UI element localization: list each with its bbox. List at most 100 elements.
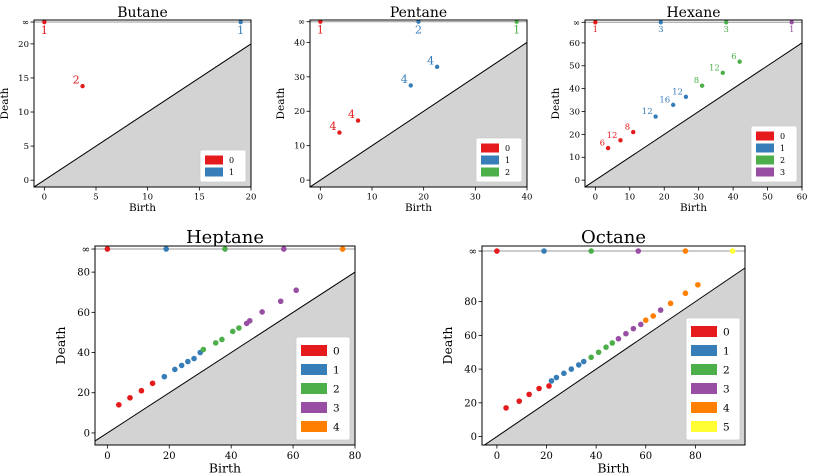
x-tick-label: 10: [142, 193, 153, 203]
y-tick-label: 10: [294, 142, 305, 152]
y-tick-label: 60: [464, 331, 477, 342]
axes-frame: [584, 19, 803, 188]
legend-label: 2: [505, 168, 510, 177]
y-axis-label: Death: [0, 87, 11, 119]
legend-label: 3: [723, 383, 730, 395]
point-label: 1: [789, 25, 794, 35]
point-label: 12: [607, 131, 618, 141]
plot-area: [482, 248, 745, 445]
point-dim0: [593, 20, 598, 25]
point-dim0: [631, 129, 636, 135]
point-dim0: [526, 391, 532, 398]
y-tick-label-infinity: ∞: [469, 247, 477, 258]
y-tick-label: 20: [569, 130, 580, 140]
plot-area: [310, 20, 527, 187]
y-axis-label: Death: [53, 327, 68, 365]
point-dim3: [657, 307, 664, 313]
legend-label: 0: [780, 132, 785, 141]
point-dim1: [561, 370, 567, 377]
x-axis-label: Birth: [597, 461, 629, 475]
point-label: 12: [672, 87, 683, 97]
point-dim0: [127, 394, 133, 401]
point-dim0: [138, 387, 145, 394]
plot-area: [585, 20, 802, 187]
point-label: 4: [401, 73, 408, 86]
point-dim2: [699, 83, 705, 88]
x-tick-label: 5: [93, 193, 98, 203]
legend-swatch: [301, 421, 327, 432]
y-axis-label: Death: [275, 87, 287, 119]
y-tick-label-infinity: ∞: [82, 245, 90, 256]
x-tick-label: 0: [318, 193, 323, 203]
legend-swatch: [481, 155, 499, 165]
x-tick-label: 10: [367, 193, 378, 203]
x-tick-label: 60: [797, 193, 808, 203]
point-dim2: [212, 340, 219, 346]
x-tick-label: 60: [639, 451, 652, 462]
point-dim1: [434, 64, 440, 70]
x-axis-label: Birth: [680, 202, 707, 214]
y-tick-label: 60: [569, 39, 580, 49]
x-tick-label: 0: [42, 193, 47, 203]
point-label: 1: [41, 24, 48, 37]
point-dim0: [337, 130, 342, 135]
x-tick-label: 20: [246, 193, 257, 203]
legend-swatch: [481, 143, 499, 153]
point-dim1: [416, 20, 421, 24]
x-tick-label: 30: [470, 193, 481, 203]
point-label: 1: [593, 25, 598, 35]
x-tick-label: 60: [287, 451, 300, 462]
diagonal-line: [34, 43, 251, 187]
legend: 0 1 2 3: [750, 125, 798, 183]
point-dim1: [568, 366, 575, 372]
point-dim3: [277, 298, 284, 305]
legend-label: 4: [333, 421, 340, 433]
point-label: 8: [694, 76, 699, 86]
legend: 0 1 2 3 4: [295, 336, 351, 441]
point-dim1: [683, 94, 689, 100]
x-tick-label: 30: [693, 193, 704, 203]
chart-title: Heptane: [186, 227, 264, 248]
point-label: 4: [348, 108, 355, 121]
y-tick-label: 40: [294, 38, 305, 48]
point-dim1: [172, 366, 178, 373]
y-tick-label: 10: [569, 153, 580, 163]
legend: 0 1 2 3 4 5: [685, 317, 741, 441]
x-tick-label: 80: [689, 451, 702, 462]
below-diagonal-region: [95, 272, 355, 445]
point-dim2: [588, 354, 594, 361]
legend-label: 1: [229, 168, 234, 177]
legend-swatch: [691, 383, 717, 394]
legend-swatch: [691, 402, 717, 413]
legend-box: [199, 149, 247, 183]
legend-label: 5: [723, 421, 730, 433]
y-tick-label: 0: [84, 428, 90, 439]
point-label: 3: [658, 25, 663, 35]
y-tick-label: 60: [77, 308, 90, 319]
y-tick-label: 40: [77, 348, 90, 359]
point-label: 16: [659, 95, 670, 105]
plot-area: [34, 20, 251, 187]
point-dim0: [605, 145, 611, 151]
point-dim4: [667, 300, 674, 307]
legend-label: 1: [780, 144, 785, 153]
point-dim2: [200, 346, 207, 353]
x-tick-label: 0: [104, 451, 110, 462]
point-dim0: [149, 380, 156, 387]
legend-label: 0: [333, 345, 340, 357]
x-tick-label: 15: [194, 193, 205, 203]
x-axis-label: Birth: [129, 202, 156, 214]
point-dim3: [630, 325, 637, 332]
diagonal-line: [95, 271, 355, 442]
legend-swatch: [756, 167, 774, 177]
y-tick-label: 40: [569, 85, 580, 95]
y-tick-label: 0: [300, 176, 305, 186]
point-dim3: [246, 317, 253, 324]
chart-title: Butane: [117, 5, 168, 21]
legend-label: 2: [780, 156, 785, 165]
point-dim3: [615, 335, 622, 342]
legend-label: 0: [723, 326, 730, 338]
point-label: 6: [600, 139, 605, 149]
point-dim1: [670, 102, 676, 108]
point-dim2: [595, 349, 602, 356]
